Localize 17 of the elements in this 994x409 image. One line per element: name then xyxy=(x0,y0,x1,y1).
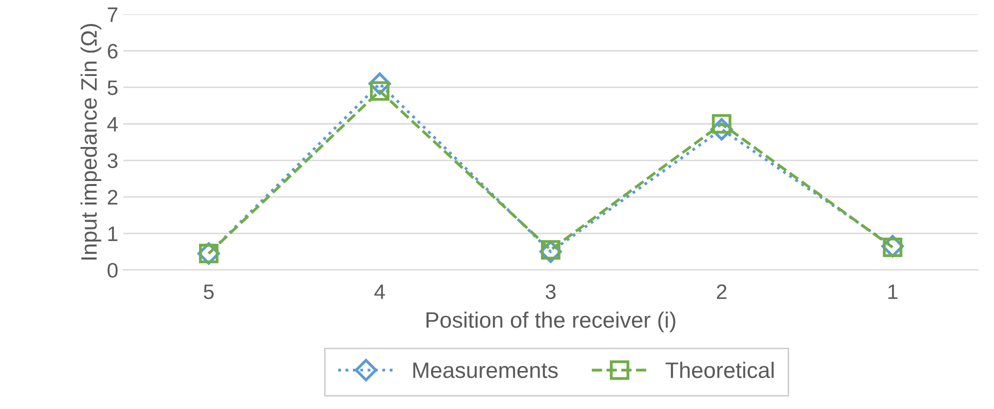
legend-label: Theoretical xyxy=(666,362,774,378)
y-tick-label: 2 xyxy=(108,190,118,204)
x-tick-label: 1 xyxy=(888,284,898,299)
x-tick-label: 4 xyxy=(374,284,385,299)
y-axis-title: Input impedance Zin (Ω) xyxy=(80,24,102,260)
x-tick-label: 2 xyxy=(716,284,726,299)
x-tick-label: 3 xyxy=(546,284,556,300)
y-tick-label: 5 xyxy=(108,80,118,96)
y-tick-label: 1 xyxy=(108,226,118,241)
y-tick-label: 4 xyxy=(107,117,118,132)
legend-label: Measurements xyxy=(413,362,558,378)
y-tick-label: 3 xyxy=(108,153,118,168)
y-tick-label: 6 xyxy=(108,44,118,59)
x-tick-label: 5 xyxy=(204,284,214,300)
x-axis-title: Position of the receiver (i) xyxy=(426,312,676,332)
y-tick-label: 7 xyxy=(108,8,118,22)
y-tick-label: 0 xyxy=(108,262,118,278)
